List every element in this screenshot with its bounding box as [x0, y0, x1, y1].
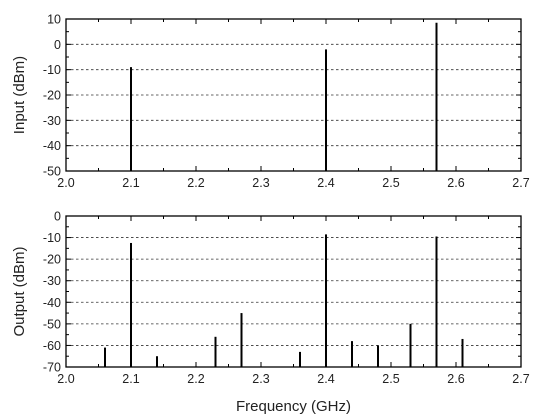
x-axis-title: Frequency (GHz): [236, 398, 351, 415]
input-x-tick-label: 2.5: [382, 176, 399, 190]
output-y-tick-label: -30: [43, 274, 61, 288]
output-x-tick-label: 2.1: [122, 372, 139, 386]
input-y-tick-label: -10: [43, 63, 61, 77]
input-x-tick-label: 2.6: [447, 176, 464, 190]
output-x-tick-label: 2.0: [57, 372, 74, 386]
output-plot-frame: [65, 215, 522, 368]
input-x-tick-label: 2.7: [512, 176, 529, 190]
output-y-tick-label: -10: [43, 231, 61, 245]
input-spectrum-panel: 2.0 2.1 2.2 2.3 2.4 2.5 2.6 2.7 10 0 -10 -20 -30 -40 -…: [11, 13, 530, 191]
output-x-tick-label: 2.4: [317, 372, 334, 386]
input-x-tick-label: 2.3: [252, 176, 269, 190]
output-x-tick-label: 2.5: [382, 372, 399, 386]
input-y-tick-label: -40: [43, 139, 61, 153]
output-y-tick-label: -40: [43, 296, 61, 310]
input-y-axis-title: Input (dBm): [11, 56, 28, 134]
output-y-tick-label: -60: [43, 339, 61, 353]
output-y-tick-label: -70: [43, 361, 61, 375]
input-x-tick-label: 2.4: [317, 176, 334, 190]
input-y-tick-label: -20: [43, 89, 61, 103]
output-y-tick-label: 0: [54, 210, 61, 224]
output-x-tick-label: 2.7: [512, 372, 529, 386]
output-y-axis-title: Output (dBm): [11, 246, 28, 336]
output-y-tick-label: -20: [43, 253, 61, 267]
output-x-tick-label: 2.6: [447, 372, 464, 386]
input-y-tick-label: -30: [43, 114, 61, 128]
output-x-tick-label: 2.3: [252, 372, 269, 386]
input-y-tick-label: -50: [43, 165, 61, 179]
input-x-tick-label: 2.2: [187, 176, 204, 190]
input-x-tick-label: 2.1: [122, 176, 139, 190]
output-x-tick-label: 2.2: [187, 372, 204, 386]
input-y-tick-label: 0: [54, 38, 61, 52]
input-y-tick-label: 10: [47, 13, 61, 27]
input-x-tick-label: 2.0: [57, 176, 74, 190]
output-y-tick-label: -50: [43, 317, 61, 331]
output-spectrum-panel: 2.0 2.1 2.2 2.3 2.4 2.5 2.6 2.7 0 -10 -20 -30 -40 -50…: [11, 210, 530, 387]
